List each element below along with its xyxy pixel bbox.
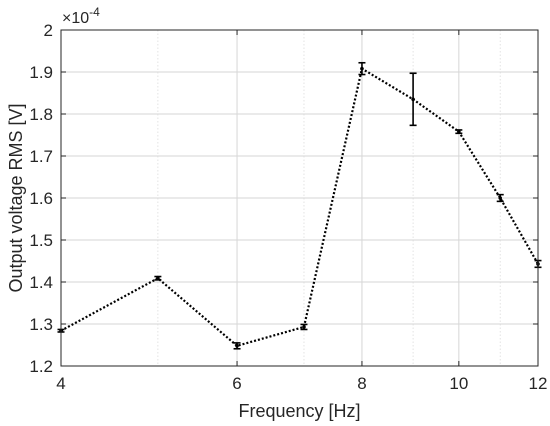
y-axis-label: Output voltage RMS [V]	[6, 103, 26, 292]
x-tick-label: 6	[232, 374, 241, 393]
x-tick-label: 10	[449, 374, 468, 393]
data-point	[302, 325, 306, 329]
y-tick-label: 1.7	[29, 147, 53, 166]
y-tick-label: 1.3	[29, 315, 53, 334]
data-point	[235, 344, 239, 348]
x-axis-label: Frequency [Hz]	[238, 401, 360, 421]
data-point	[156, 276, 160, 281]
axis-ticks: 4 6 8 10 12 1.2 1.3 1.4 1.5 1.6 1.7 1.8 1.9 2	[29, 21, 547, 393]
y-tick-label: 1.2	[29, 357, 53, 376]
x-tick-label: 8	[357, 374, 366, 393]
y-tick-label: 1.6	[29, 189, 53, 208]
data-point	[498, 196, 503, 200]
y-exponent-base: ×10	[62, 10, 89, 27]
y-tick-label: 1.4	[29, 273, 53, 292]
y-exponent-label: ×10-4	[62, 5, 100, 27]
data-point	[411, 97, 415, 102]
x-tick-label: 12	[529, 374, 548, 393]
x-tick-label: 4	[56, 374, 65, 393]
y-tick-label: 1.5	[29, 231, 53, 250]
data-point	[457, 129, 461, 134]
data-point	[360, 66, 364, 71]
y-tick-label: 1.9	[29, 63, 53, 82]
y-tick-label: 2	[44, 21, 53, 40]
y-exponent-power: -4	[89, 5, 100, 19]
y-tick-label: 1.8	[29, 105, 53, 124]
